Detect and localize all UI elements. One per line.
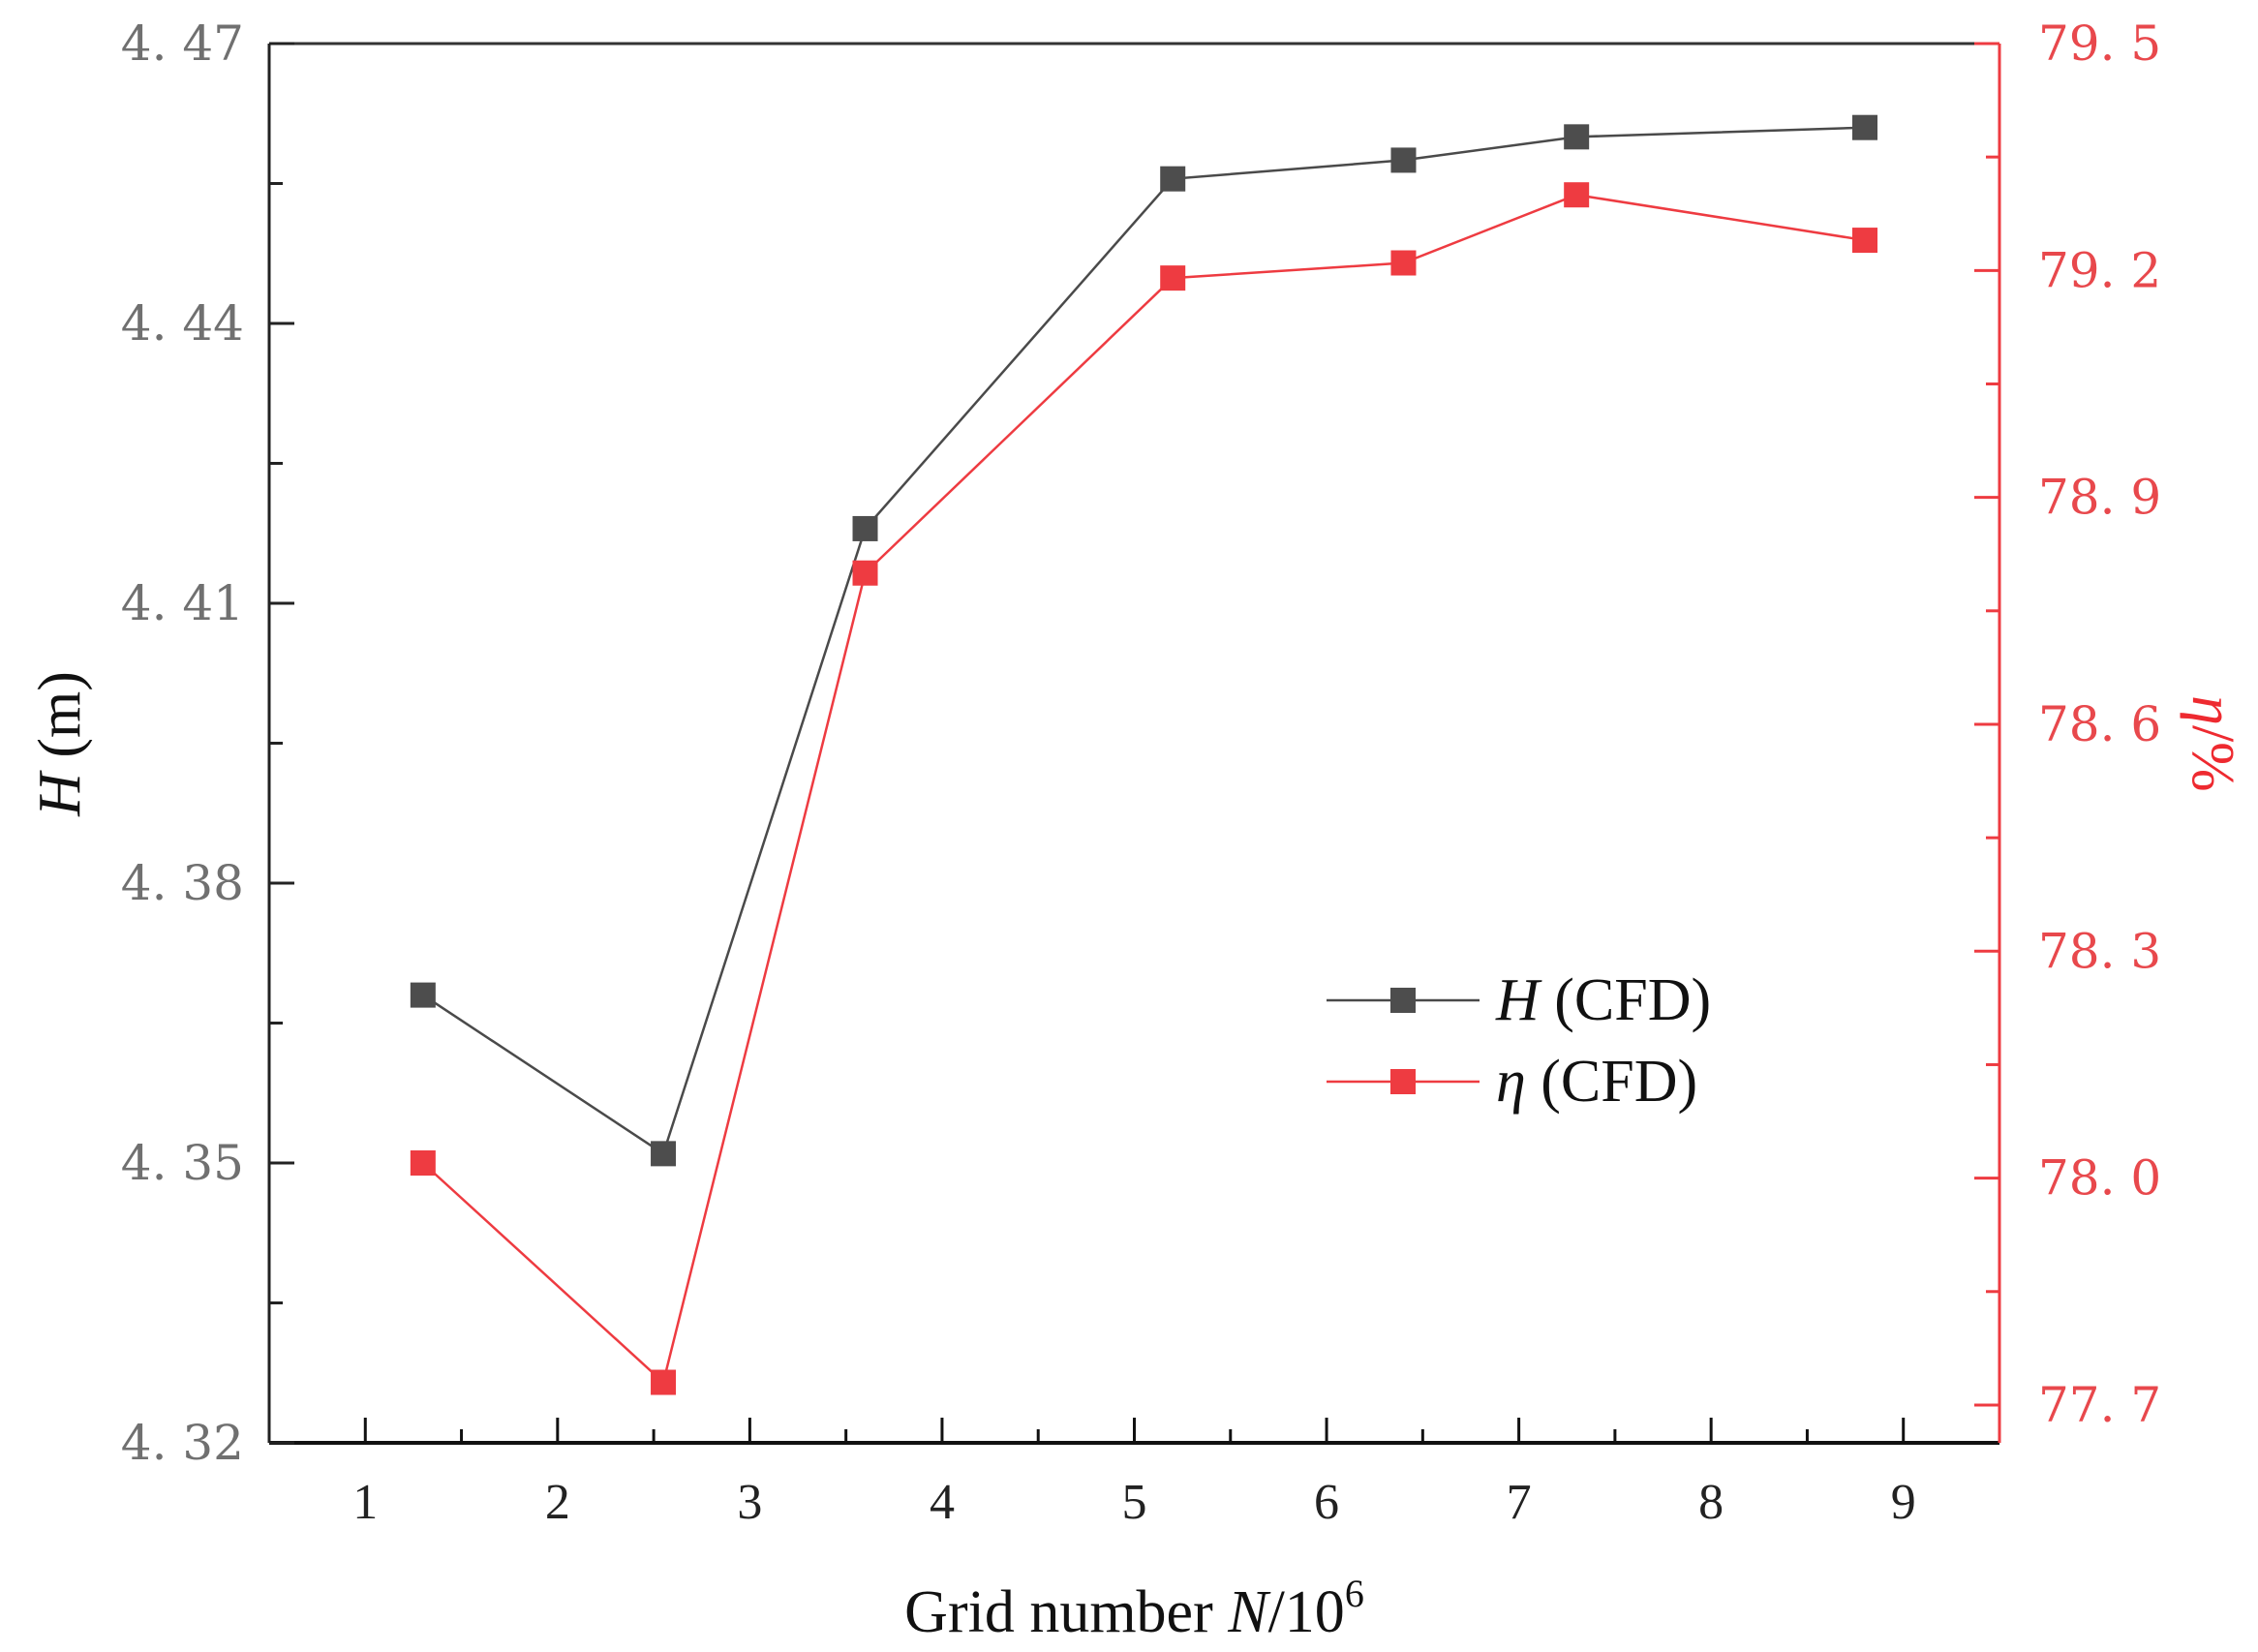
legend-item: η (CFD): [1327, 1049, 1697, 1115]
x-tick-label: 3: [737, 1475, 762, 1530]
series-0: [410, 114, 1878, 1167]
y2-axis-title: η/%: [2180, 695, 2245, 792]
data-point: [852, 515, 878, 541]
y2-tick-label: 79. 2: [2038, 242, 2161, 298]
data-point: [1852, 114, 1878, 140]
legend: H (CFD) η (CFD): [1327, 967, 1711, 1115]
series-layer: [410, 114, 1878, 1395]
y-tick-label: 4. 47: [121, 15, 244, 72]
y2-tick-label: 78. 6: [2038, 696, 2161, 752]
y2-tick-label: 77. 7: [2038, 1377, 2161, 1433]
data-point: [410, 1150, 436, 1176]
legend-item: H (CFD): [1327, 967, 1711, 1033]
data-point: [1390, 147, 1417, 173]
y-tick-label: 4. 44: [121, 295, 244, 352]
y-tick-label: 4. 38: [121, 855, 244, 911]
x-tick-label: 6: [1314, 1475, 1339, 1530]
data-point: [852, 560, 878, 586]
x-tick-label: 7: [1507, 1475, 1532, 1530]
y-axis-title: H (m): [27, 671, 93, 817]
y2-tick-label: 78. 9: [2038, 470, 2161, 526]
data-point: [1852, 228, 1878, 254]
x-axis-title: Grid number N/106: [904, 1572, 1364, 1645]
data-point: [1160, 265, 1186, 291]
x-tick-label: 9: [1891, 1475, 1916, 1530]
y2-tick-label: 78. 3: [2038, 923, 2161, 979]
data-point: [651, 1369, 677, 1395]
data-point: [1160, 166, 1186, 192]
x-tick-label: 5: [1122, 1475, 1147, 1530]
y-tick-label: 4. 41: [121, 575, 244, 631]
data-point: [410, 982, 436, 1008]
data-point: [1564, 182, 1590, 208]
legend-marker: [1390, 1069, 1416, 1094]
series-1: [410, 182, 1878, 1395]
data-point: [651, 1141, 677, 1167]
data-point: [1390, 250, 1417, 276]
y2-tick-label: 79. 5: [2038, 15, 2161, 72]
data-point: [1564, 124, 1590, 150]
series-line: [422, 193, 1866, 1385]
x-tick-label: 2: [545, 1475, 570, 1530]
axes: 1 2 3 4 5 6 7 8 9 4. 32 4. 35 4. 38 4. 41 4. 44 4. 47 7…: [27, 15, 2245, 1645]
y2-tick-label: 78. 0: [2038, 1150, 2161, 1207]
legend-marker: [1390, 988, 1416, 1013]
y-tick-label: 4. 35: [121, 1135, 244, 1191]
x-tick-label: 1: [352, 1475, 378, 1530]
x-tick-label: 8: [1698, 1475, 1724, 1530]
y-tick-label: 4. 32: [121, 1415, 244, 1471]
legend-label: H (CFD): [1495, 967, 1711, 1033]
legend-label: η (CFD): [1496, 1049, 1697, 1115]
x-tick-label: 4: [930, 1475, 955, 1530]
